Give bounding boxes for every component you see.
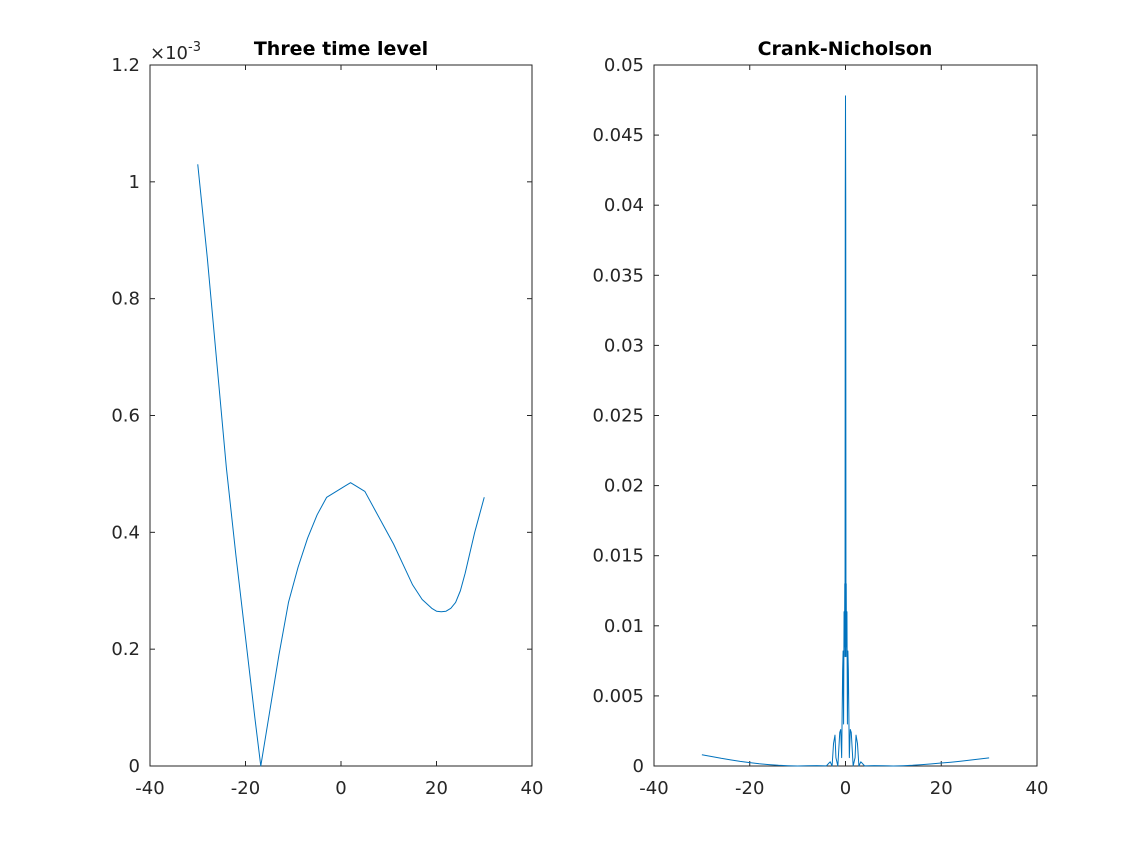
y-tick-label: 0.005 [592,686,644,707]
y-tick-label: 0.025 [592,406,644,427]
x-tick-label: -20 [231,778,260,799]
x-tick-labels: -40 -20 0 20 40 [639,778,1048,799]
tick-marks [149,64,533,767]
y-exponent-label: ×10-3 [150,40,201,64]
y-exponent-power: -3 [188,40,201,55]
series-group [197,164,485,767]
y-tick-label: 0.8 [111,289,140,310]
x-tick-label: 40 [521,778,544,799]
y-tick-label: 0.4 [111,522,140,543]
y-tick-label: 0 [633,756,644,777]
chart-title: Crank-Nicholson [758,38,933,60]
plot-area [149,64,533,767]
y-exponent-base: ×10 [150,43,188,64]
tick-marks [653,64,1038,767]
y-tick-label: 0.035 [592,265,644,286]
x-tick-label: 20 [425,778,448,799]
y-tick-label: 0.015 [592,546,644,567]
y-tick-label: 0.03 [604,335,644,356]
y-tick-label: 1.2 [111,55,140,76]
y-tick-labels: 0 0.005 0.01 0.015 0.02 0.025 0.03 0.035 0.04 0.0… [592,55,644,777]
y-tick-label: 1 [129,172,140,193]
y-tick-label: 0.6 [111,406,140,427]
chart-title: Three time level [254,38,428,60]
x-tick-label: 0 [335,778,346,799]
x-tick-label: 20 [930,778,953,799]
series-line [197,164,485,767]
y-tick-label: 0.01 [604,616,644,637]
y-tick-label: 0.04 [604,195,644,216]
y-tick-label: 0.045 [592,125,644,146]
subplot-three-time-level: -40 -20 0 20 40 0 0.2 0.4 0.6 0.8 1 1.2 ×10-3 Thre… [111,38,543,799]
subplot-crank-nicholson: -40 -20 0 20 40 0 0.005 0.01 0.015 0.02 0.025 0.03… [592,38,1048,799]
x-tick-label: -40 [135,778,164,799]
x-tick-labels: -40 -20 0 20 40 [135,778,543,799]
x-tick-label: -20 [735,778,764,799]
series-line [701,95,990,767]
y-tick-label: 0.05 [604,55,644,76]
y-tick-label: 0.02 [604,476,644,497]
series-group [701,95,990,767]
x-tick-label: -40 [639,778,668,799]
y-tick-label: 0 [129,756,140,777]
y-tick-label: 0.2 [111,639,140,660]
x-tick-label: 0 [840,778,851,799]
x-tick-label: 40 [1026,778,1049,799]
y-tick-labels: 0 0.2 0.4 0.6 0.8 1 1.2 [111,55,140,777]
